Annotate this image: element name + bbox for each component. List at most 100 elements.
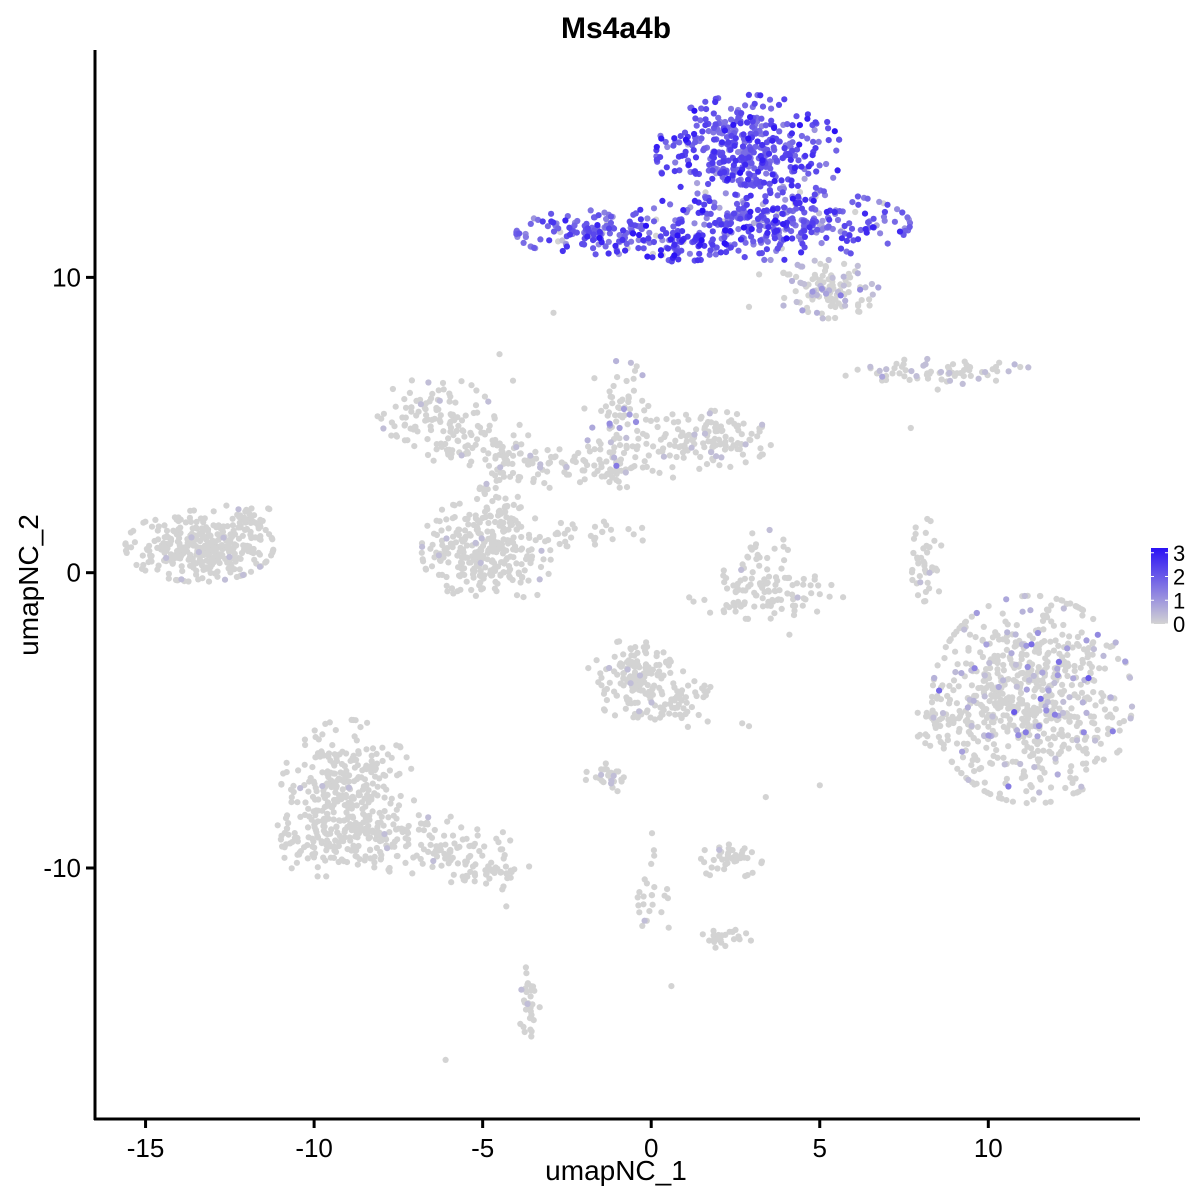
cell-point bbox=[607, 213, 615, 220]
cell-point bbox=[346, 834, 353, 841]
cell-point bbox=[606, 679, 613, 686]
cell-point bbox=[1050, 622, 1057, 629]
cell-point bbox=[1071, 662, 1078, 670]
cell-point bbox=[1128, 703, 1136, 710]
cell-point bbox=[1037, 776, 1044, 783]
cell-point bbox=[639, 397, 646, 404]
cell-point bbox=[949, 361, 957, 368]
cell-point bbox=[741, 254, 748, 261]
cell-point bbox=[606, 388, 613, 395]
cell-point bbox=[636, 889, 643, 896]
cell-point bbox=[1011, 361, 1018, 368]
cell-point bbox=[611, 712, 619, 719]
cell-point bbox=[639, 372, 646, 379]
color-legend-bar bbox=[1151, 548, 1168, 624]
cell-point bbox=[454, 860, 461, 867]
cell-point bbox=[573, 229, 580, 236]
cell-point bbox=[477, 567, 484, 575]
cell-point bbox=[691, 678, 698, 685]
cell-point bbox=[353, 802, 360, 809]
cell-point bbox=[513, 592, 521, 599]
cell-point bbox=[471, 870, 478, 877]
cell-point bbox=[899, 209, 906, 216]
cell-point bbox=[558, 459, 565, 466]
cell-point bbox=[351, 764, 358, 771]
cell-point bbox=[148, 523, 156, 530]
cell-point bbox=[497, 846, 504, 853]
cell-point bbox=[1066, 718, 1073, 725]
cell-point bbox=[731, 142, 738, 149]
cell-point bbox=[819, 217, 826, 224]
cell-point bbox=[207, 569, 214, 577]
cell-point bbox=[717, 441, 724, 448]
cell-point bbox=[730, 442, 737, 449]
cell-point bbox=[338, 835, 345, 842]
cell-point bbox=[833, 147, 840, 154]
cell-point bbox=[650, 205, 658, 212]
cell-point bbox=[611, 454, 618, 461]
cell-point bbox=[405, 836, 412, 843]
cell-point bbox=[650, 218, 658, 225]
cell-point bbox=[693, 426, 700, 433]
cell-point bbox=[747, 192, 754, 199]
cell-point bbox=[1070, 675, 1077, 682]
cell-point bbox=[748, 233, 755, 240]
cell-point bbox=[917, 579, 924, 586]
cell-point bbox=[948, 758, 956, 766]
cell-point bbox=[751, 603, 758, 610]
y-tick-label: 10 bbox=[52, 262, 81, 292]
cell-point bbox=[459, 538, 466, 545]
cell-point bbox=[1044, 614, 1051, 621]
cell-point bbox=[634, 427, 641, 434]
cell-point bbox=[672, 159, 679, 166]
cell-point bbox=[663, 659, 670, 666]
cell-point bbox=[312, 796, 319, 803]
cell-point bbox=[523, 970, 530, 977]
cell-point bbox=[411, 443, 418, 450]
cell-point bbox=[596, 234, 603, 242]
cell-point bbox=[440, 386, 447, 393]
cell-point bbox=[715, 436, 723, 443]
cell-point bbox=[768, 105, 775, 112]
cell-point bbox=[701, 847, 708, 854]
cell-point bbox=[1090, 646, 1097, 653]
cell-point bbox=[789, 195, 797, 202]
cell-point bbox=[664, 895, 672, 902]
cell-point bbox=[825, 315, 832, 322]
cell-point bbox=[786, 271, 793, 278]
cell-point bbox=[784, 546, 792, 554]
cell-point bbox=[649, 254, 656, 261]
cell-point bbox=[405, 841, 412, 848]
cell-point bbox=[473, 387, 480, 394]
cell-point bbox=[369, 745, 377, 752]
cell-point bbox=[902, 367, 909, 374]
cell-point bbox=[1048, 692, 1055, 699]
cell-point bbox=[1112, 639, 1119, 646]
cell-point bbox=[756, 428, 763, 435]
cell-point bbox=[533, 455, 540, 462]
cell-point bbox=[684, 708, 691, 715]
cell-point bbox=[659, 197, 666, 204]
cell-point bbox=[442, 1056, 449, 1063]
cell-point bbox=[1087, 713, 1094, 720]
cell-point bbox=[942, 644, 949, 651]
cell-point bbox=[698, 237, 705, 244]
cell-point bbox=[313, 788, 320, 795]
cell-point bbox=[313, 807, 320, 814]
cell-point bbox=[686, 250, 694, 257]
cell-point bbox=[463, 835, 470, 842]
cell-point bbox=[417, 855, 424, 863]
cell-point bbox=[805, 163, 812, 170]
cell-point bbox=[802, 596, 809, 603]
cell-point bbox=[233, 573, 240, 581]
cell-point bbox=[1090, 689, 1097, 696]
cell-point bbox=[363, 746, 370, 753]
cell-point bbox=[528, 1033, 535, 1040]
cell-point bbox=[302, 799, 309, 806]
cell-point bbox=[324, 831, 331, 838]
cell-point bbox=[340, 771, 347, 778]
cell-point bbox=[1072, 775, 1079, 782]
cell-point bbox=[415, 812, 422, 819]
cell-point bbox=[648, 670, 655, 677]
cell-point bbox=[366, 795, 373, 802]
